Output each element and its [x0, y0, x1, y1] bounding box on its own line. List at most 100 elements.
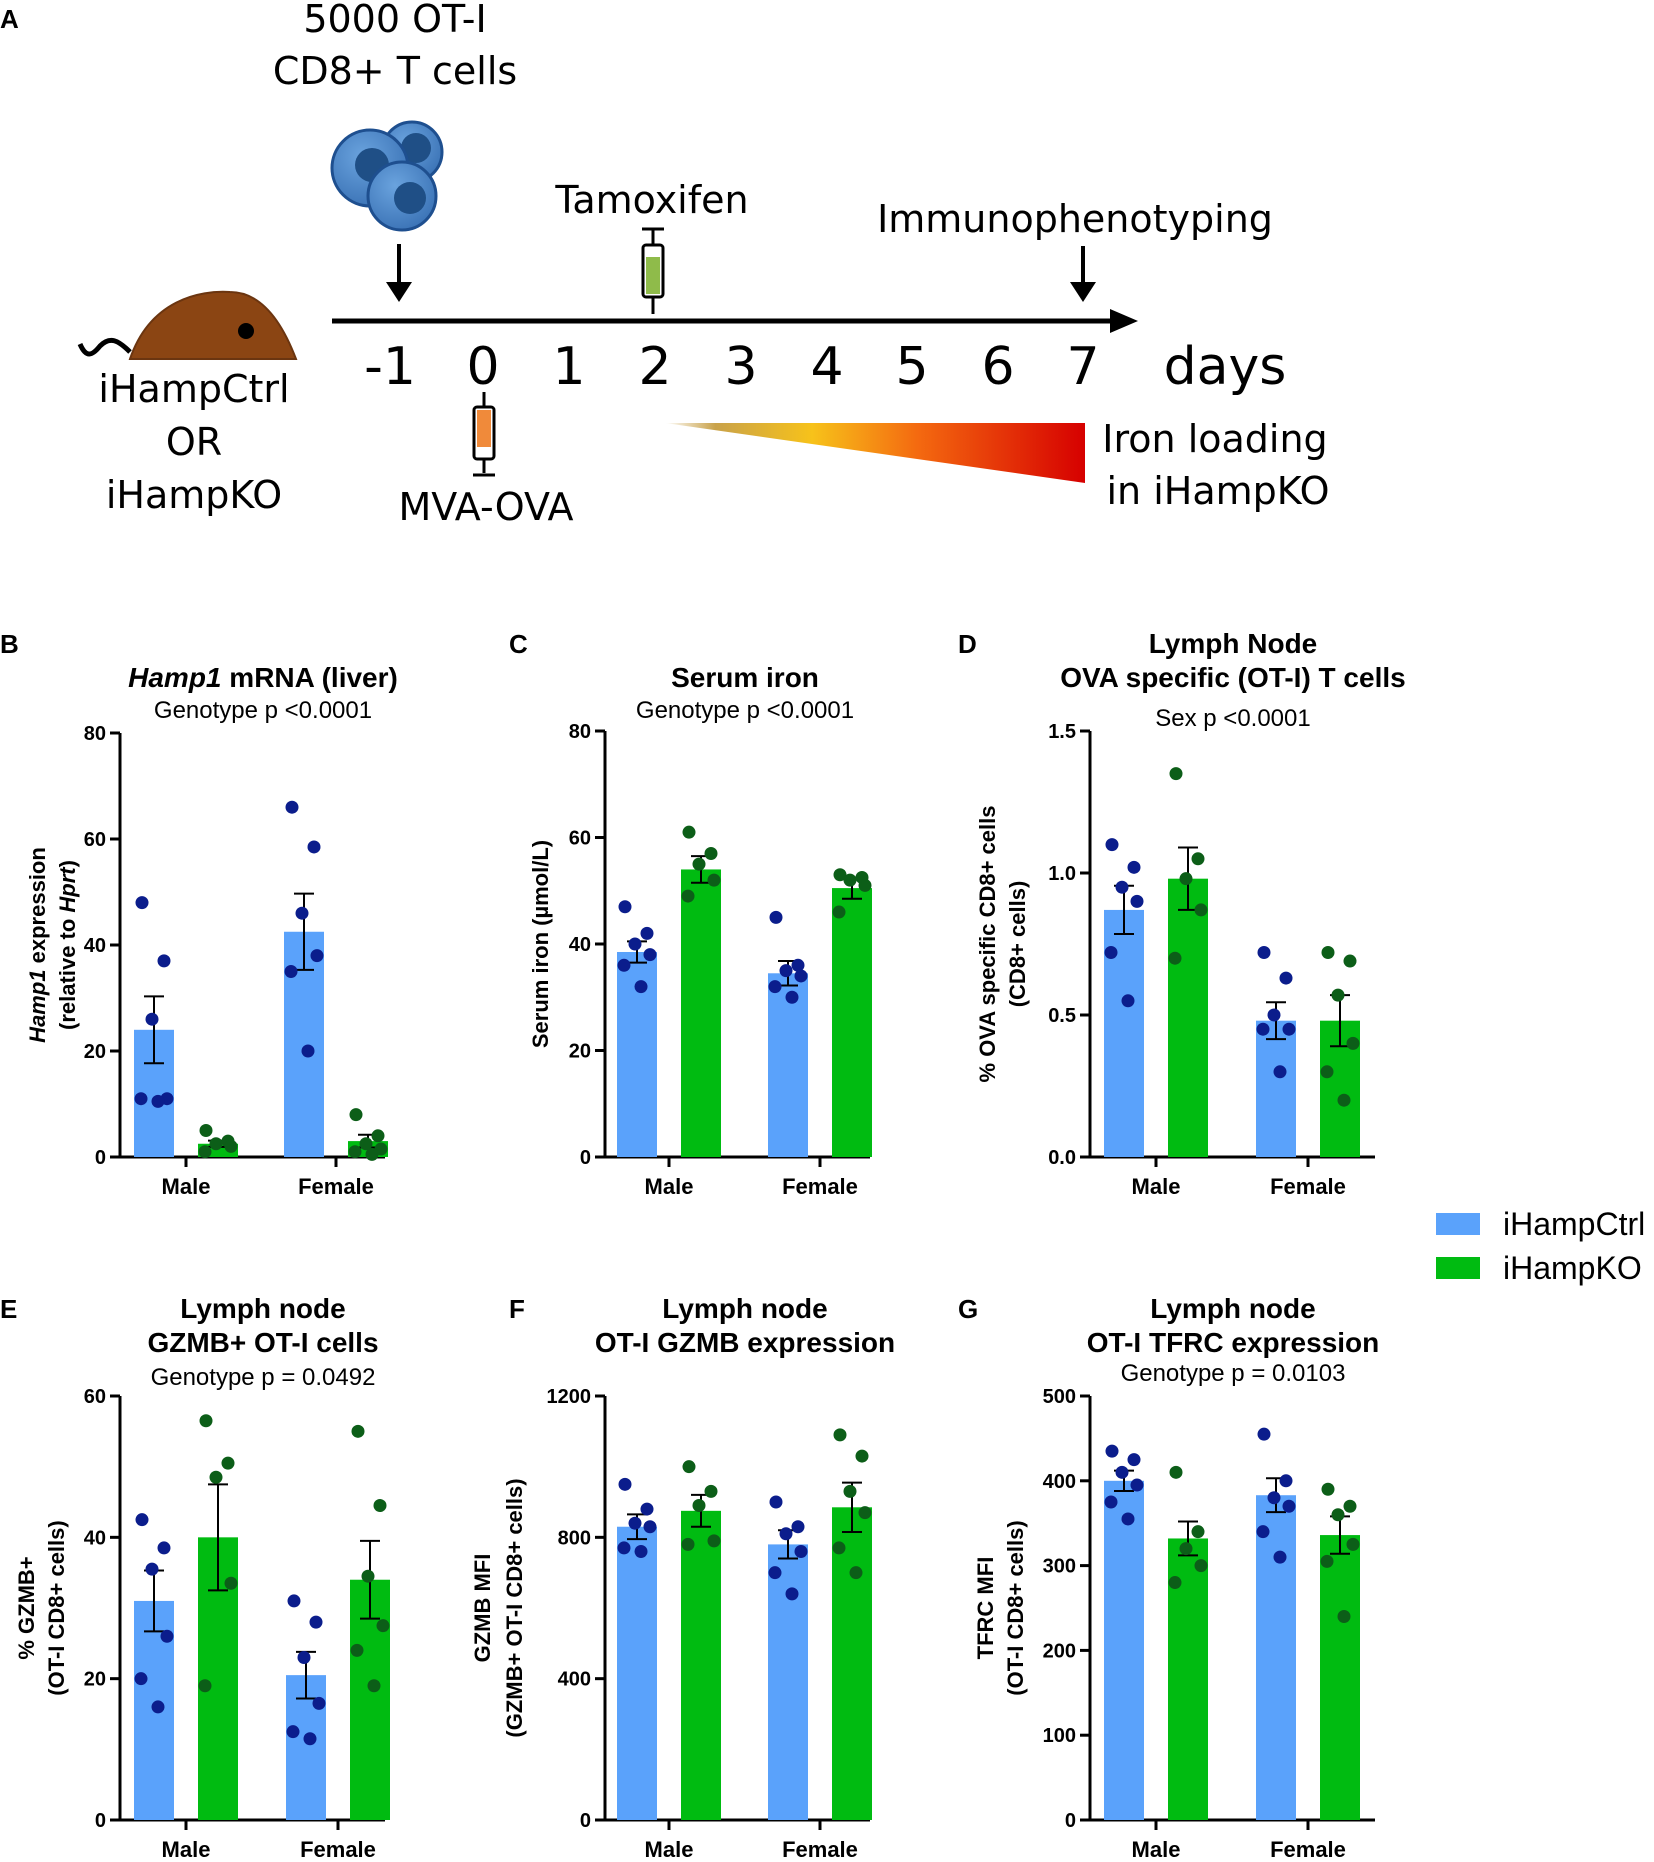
data-point	[1331, 988, 1345, 1002]
y-tick-label: 200	[1043, 1640, 1076, 1662]
chart-title: GZMB+ OT-I cells	[147, 1327, 378, 1358]
data-point	[1127, 860, 1141, 874]
data-point	[1282, 1499, 1296, 1513]
data-point	[791, 1520, 805, 1534]
y-tick-label: 500	[1043, 1386, 1076, 1408]
data-point	[681, 1537, 695, 1551]
data-point	[704, 846, 718, 860]
panel-a-letter: A	[0, 4, 19, 34]
data-point	[310, 949, 324, 963]
data-point	[1115, 880, 1129, 894]
x-category-label: Female	[1270, 1837, 1346, 1862]
iron-label-line2: in iHampKO	[1106, 469, 1329, 513]
mouse-icon	[77, 290, 298, 360]
data-point	[1104, 946, 1118, 960]
x-category-label: Male	[645, 1837, 694, 1862]
y-tick-label: 0	[95, 1147, 106, 1169]
cells-arrow-icon	[386, 244, 412, 302]
data-point	[692, 857, 706, 871]
data-point	[1191, 852, 1205, 866]
mva-label: MVA-OVA	[398, 485, 573, 529]
bar	[1168, 878, 1208, 1157]
data-point	[707, 873, 721, 887]
tamoxifen-syringe-icon	[641, 227, 665, 314]
data-point	[135, 1513, 149, 1527]
data-point	[1121, 994, 1135, 1008]
data-point	[199, 1124, 213, 1137]
chart-panel-b: B Hamp1 mRNA (liver) Genotype p <0.0001 0 20…	[0, 629, 398, 1199]
data-point	[151, 1094, 165, 1108]
data-point	[376, 1619, 390, 1633]
data-point	[134, 1092, 148, 1106]
y-tick-label: 400	[558, 1669, 591, 1691]
data-point	[157, 1541, 171, 1555]
data-point	[617, 958, 631, 972]
data-point	[855, 1449, 869, 1463]
x-category-label: Male	[1132, 1174, 1181, 1199]
cells-icon	[330, 120, 444, 232]
data-point	[682, 1460, 696, 1474]
chart-title: OT-I GZMB expression	[595, 1327, 895, 1358]
y-tick-label: 1.0	[1048, 863, 1076, 885]
chart-title: Hamp1 mRNA (liver)	[128, 662, 398, 693]
data-point	[134, 1672, 148, 1686]
data-point	[160, 1629, 174, 1643]
data-point	[832, 1541, 846, 1555]
days-label: days	[1164, 337, 1287, 397]
bar	[1104, 1480, 1144, 1820]
panel-letter: E	[0, 1294, 17, 1324]
y-tick-label: 0	[1065, 1810, 1076, 1832]
data-point	[1337, 1093, 1351, 1107]
data-point	[1179, 872, 1193, 886]
data-point	[1169, 767, 1183, 781]
data-point	[287, 1594, 301, 1608]
data-point	[1121, 1512, 1135, 1526]
y-axis-label: (CD8+ cells)	[1005, 881, 1030, 1008]
data-point	[359, 1137, 373, 1151]
mouse-label-line2: OR	[166, 420, 222, 464]
data-point	[692, 1499, 706, 1513]
bar	[832, 888, 872, 1157]
y-axis-label: % OVA specific CD8+ cells	[975, 806, 1000, 1083]
data-point	[618, 900, 632, 914]
chart-stat-text: Genotype p = 0.0492	[151, 1364, 376, 1391]
data-point	[367, 1679, 381, 1693]
data-point	[285, 800, 299, 814]
data-point	[1168, 1576, 1182, 1590]
data-point	[1320, 1554, 1334, 1568]
data-point	[768, 980, 782, 994]
data-point	[640, 926, 654, 940]
chart-stat-text: Genotype p <0.0001	[636, 697, 854, 724]
chart-stat-text: Genotype p <0.0001	[154, 697, 372, 724]
bar	[832, 1507, 872, 1820]
chart-panel-c: C Serum iron Genotype p <0.0001 0 20 40 60 80 Se…	[509, 629, 872, 1199]
bar	[768, 1544, 808, 1820]
data-point	[843, 873, 857, 887]
data-point	[643, 948, 657, 962]
data-point	[209, 1137, 223, 1151]
data-point	[634, 980, 648, 994]
data-point	[794, 969, 808, 983]
data-point	[1320, 1065, 1334, 1079]
data-point	[1267, 1008, 1281, 1022]
data-point	[348, 1145, 362, 1159]
data-point	[1179, 1542, 1193, 1556]
day-number: 0	[466, 337, 499, 397]
legend-swatch-ctrl	[1436, 1213, 1480, 1235]
data-point	[1257, 1427, 1271, 1441]
day-number: 3	[724, 337, 757, 397]
chart-title: Serum iron	[671, 662, 819, 693]
y-tick-label: 60	[84, 829, 106, 851]
x-category-label: Male	[162, 1837, 211, 1862]
data-point	[1127, 1453, 1141, 1467]
mouse-label-line3: iHampKO	[106, 473, 282, 517]
data-point	[1115, 1465, 1129, 1479]
data-point	[617, 1541, 631, 1555]
y-tick-label: 20	[569, 1041, 591, 1063]
data-point	[209, 1470, 223, 1484]
bar	[1320, 1535, 1360, 1820]
data-point	[303, 1732, 317, 1746]
data-point	[1337, 1609, 1351, 1623]
data-point	[1256, 1022, 1270, 1036]
